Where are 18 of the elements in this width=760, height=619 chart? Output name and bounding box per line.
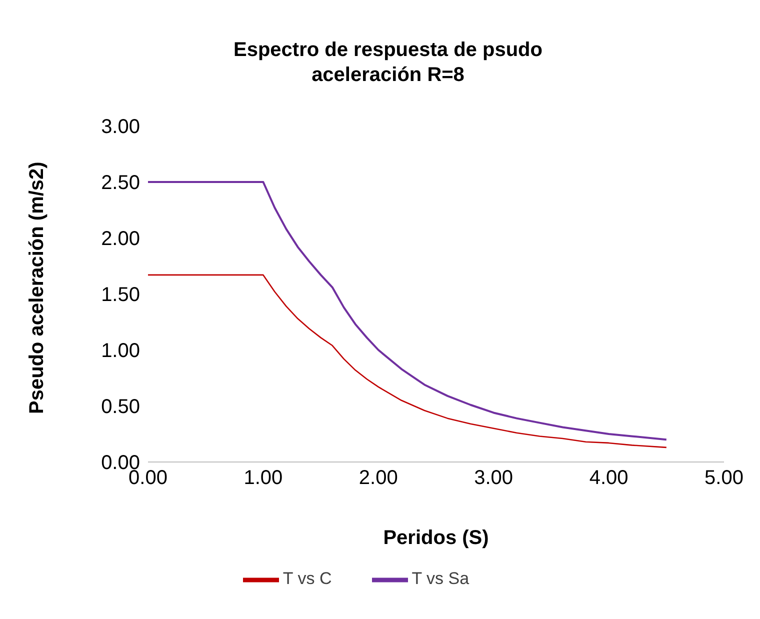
- legend-label: T vs Sa: [412, 569, 470, 588]
- line-series: [148, 274, 668, 448]
- legend-label: T vs C: [282, 569, 332, 588]
- y-axis-title: Pseudo aceleración (m/s2): [26, 162, 48, 414]
- y-tick-label: 2.50: [101, 172, 140, 194]
- y-tick-label: 3.00: [101, 116, 140, 138]
- x-tick-label: 5.00: [704, 467, 744, 490]
- x-axis-title: Peridos (S): [383, 527, 489, 549]
- y-tick-label: 1.50: [101, 284, 140, 306]
- x-tick-label: 4.00: [589, 467, 628, 490]
- y-tick-label: 2.00: [101, 228, 140, 250]
- y-tick-label: 1.00: [101, 340, 140, 362]
- chart-title: Espectro de respuesta de psudo aceleración R=8: [232, 38, 544, 88]
- x-tick-label: 2.00: [358, 467, 398, 490]
- line-series: [148, 181, 668, 441]
- x-tick-label: 1.00: [244, 467, 283, 490]
- y-tick-label: 0.50: [101, 396, 140, 418]
- x-tick-label: 3.00: [474, 467, 514, 490]
